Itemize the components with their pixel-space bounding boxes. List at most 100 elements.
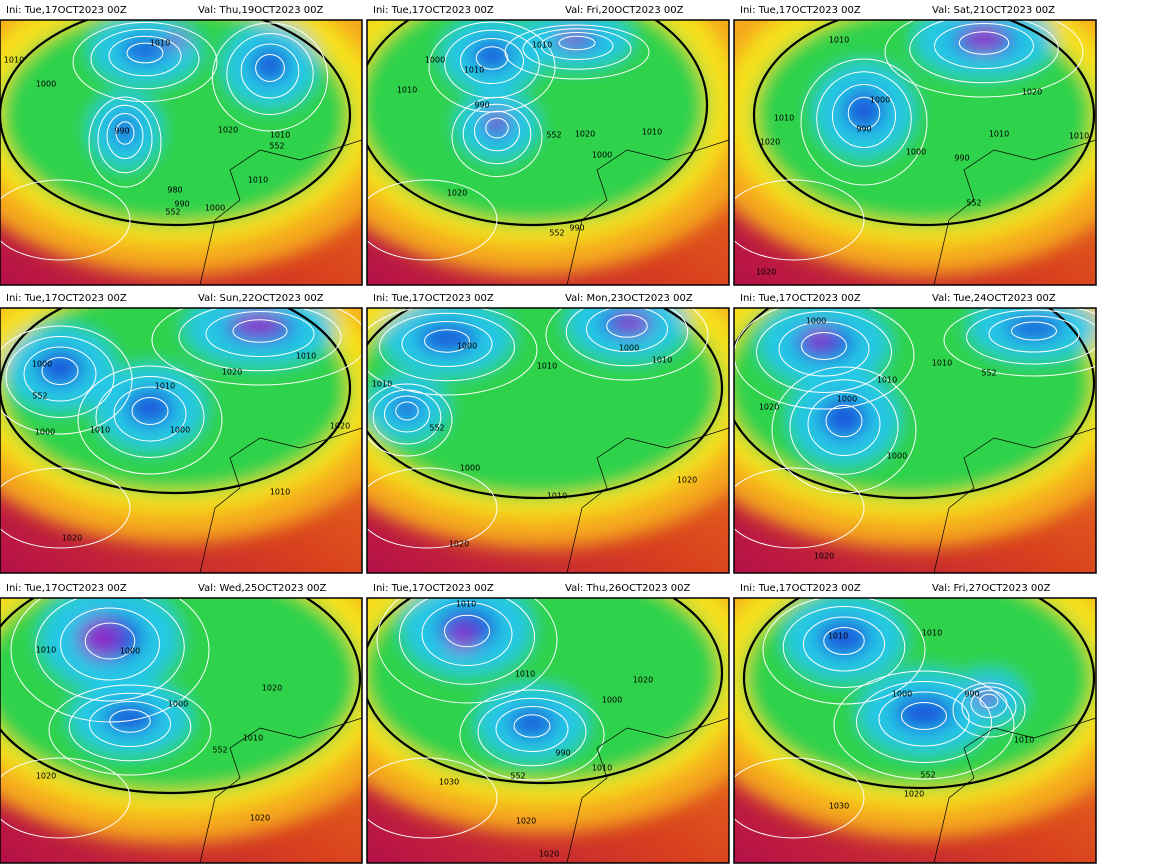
contour-label: 1000 xyxy=(170,426,190,435)
height-552-contour xyxy=(752,20,1096,227)
pressure-contour xyxy=(756,311,892,393)
contour-label: 1000 xyxy=(837,395,857,404)
purple-zone xyxy=(233,311,283,335)
valid-time: Val: Sat,21OCT2023 00Z xyxy=(932,5,1055,16)
coastline xyxy=(199,717,362,863)
pressure-contour xyxy=(847,96,881,130)
pressure-contour xyxy=(151,308,362,386)
contour-label: 1020 xyxy=(516,817,536,826)
pressure-contour xyxy=(226,33,314,115)
pressure-contour xyxy=(771,366,917,494)
map-panel: 1000 1010 1010 552 1020 1000 1000 1020 xyxy=(734,308,1096,573)
contour-label: 1020 xyxy=(218,126,238,135)
map-panel: 552 1000 1010 1010 1020 1000 1010 1000 1020 1010 1… xyxy=(0,308,362,573)
pressure-contour xyxy=(23,346,97,402)
coastline xyxy=(199,139,362,285)
map-panel: 1010 1010 1000 990 1010 552 1030 1020 xyxy=(734,598,1096,863)
pressure-contour xyxy=(113,386,187,442)
height-552-contour xyxy=(0,598,362,795)
panel-border xyxy=(733,597,1097,864)
purple-zone xyxy=(558,30,586,46)
contour-label: 980 xyxy=(167,186,182,195)
contour-label: 1020 xyxy=(633,676,653,685)
pressure-contour xyxy=(0,757,131,839)
pressure-contour xyxy=(856,681,992,763)
pressure-contour xyxy=(205,311,315,357)
pressure-contour xyxy=(734,467,865,549)
pressure-contour xyxy=(424,329,470,353)
map-panel: 1000 1000 1010 1010 552 1010 1000 1020 1010 1020 xyxy=(367,308,729,573)
pressure-contour xyxy=(825,404,863,438)
contour-label: 552 xyxy=(546,131,561,140)
contour-label: 1010 xyxy=(515,670,535,679)
contour-label: 1000 xyxy=(35,428,55,437)
pressure-contour xyxy=(97,104,153,174)
pressure-contour xyxy=(421,602,513,666)
pressure-contour xyxy=(734,179,865,261)
pressure-contour xyxy=(108,35,182,77)
contour-label: 1020 xyxy=(904,790,924,799)
blue-zone xyxy=(103,703,157,733)
contour-label: 990 xyxy=(174,200,189,209)
pressure-contour xyxy=(0,467,131,549)
contour-label: 1000 xyxy=(806,317,826,326)
contour-label: 552 xyxy=(165,208,180,217)
height-552-contour xyxy=(742,598,1096,790)
pressure-contour xyxy=(477,697,587,767)
blue-zone xyxy=(417,323,477,353)
panel-border xyxy=(366,19,730,286)
height-552-contour xyxy=(0,308,352,495)
contour-label: 1000 xyxy=(906,148,926,157)
contour-label: 1010 xyxy=(248,176,268,185)
panel-border xyxy=(733,307,1097,574)
pressure-contour xyxy=(115,121,135,145)
pressure-contour xyxy=(800,58,928,186)
purple-zone xyxy=(805,326,833,350)
valid-time: Val: Thu,26OCT2023 00Z xyxy=(565,583,691,594)
contour-label: 1020 xyxy=(539,850,559,859)
pressure-contour xyxy=(5,336,115,418)
pressure-contour xyxy=(384,395,430,433)
contour-label: 1010 xyxy=(372,380,392,389)
pressure-contour xyxy=(801,332,847,360)
pressure-contour xyxy=(782,606,906,688)
contour-label: 1000 xyxy=(592,151,612,160)
contour-label: 1010 xyxy=(642,128,662,137)
pressure-contour xyxy=(475,46,509,70)
pressure-contour xyxy=(878,691,970,747)
contour-label: 1000 xyxy=(168,700,188,709)
contour-label: 1010 xyxy=(397,86,417,95)
contour-label: 990 xyxy=(474,101,489,110)
contour-label: 1010 xyxy=(877,376,897,385)
height-552-contour xyxy=(367,598,724,785)
valid-time: Val: Thu,19OCT2023 00Z xyxy=(198,5,324,16)
contour-label: 1000 xyxy=(870,96,890,105)
contour-label: 1020 xyxy=(222,368,242,377)
pressure-contour xyxy=(367,383,453,457)
map-panel: 1010 1020 1000 1010 990 1020 1010 1000 990 1010 55… xyxy=(734,20,1096,285)
contour-label: 1000 xyxy=(457,342,477,351)
init-time: Ini: Tue,17OCT2023 00Z xyxy=(6,5,127,16)
contour-label: 1030 xyxy=(439,778,459,787)
panel-border xyxy=(366,597,730,864)
pressure-contour xyxy=(367,467,498,549)
contour-label: 1000 xyxy=(602,696,622,705)
contour-label: 1020 xyxy=(759,403,779,412)
panel-border xyxy=(366,307,730,574)
pressure-contour xyxy=(367,308,538,396)
contour-label: 1010 xyxy=(652,356,672,365)
contour-label: 552 xyxy=(549,229,564,238)
pressure-contour xyxy=(255,54,285,82)
purple-zone xyxy=(168,32,188,48)
pressure-contour xyxy=(909,20,1059,84)
contour-label: 1020 xyxy=(62,534,82,543)
contour-label: 1020 xyxy=(447,189,467,198)
init-time: Ini: Tue,17OCT2023 00Z xyxy=(740,583,861,594)
pressure-contour xyxy=(372,389,442,445)
pressure-contour xyxy=(495,706,569,752)
height-552-contour xyxy=(734,308,1096,500)
panel-border xyxy=(0,307,363,574)
contour-label: 1010 xyxy=(464,66,484,75)
map-panel: 1010 1000 1020 1000 552 1010 1020 1020 xyxy=(0,598,362,863)
